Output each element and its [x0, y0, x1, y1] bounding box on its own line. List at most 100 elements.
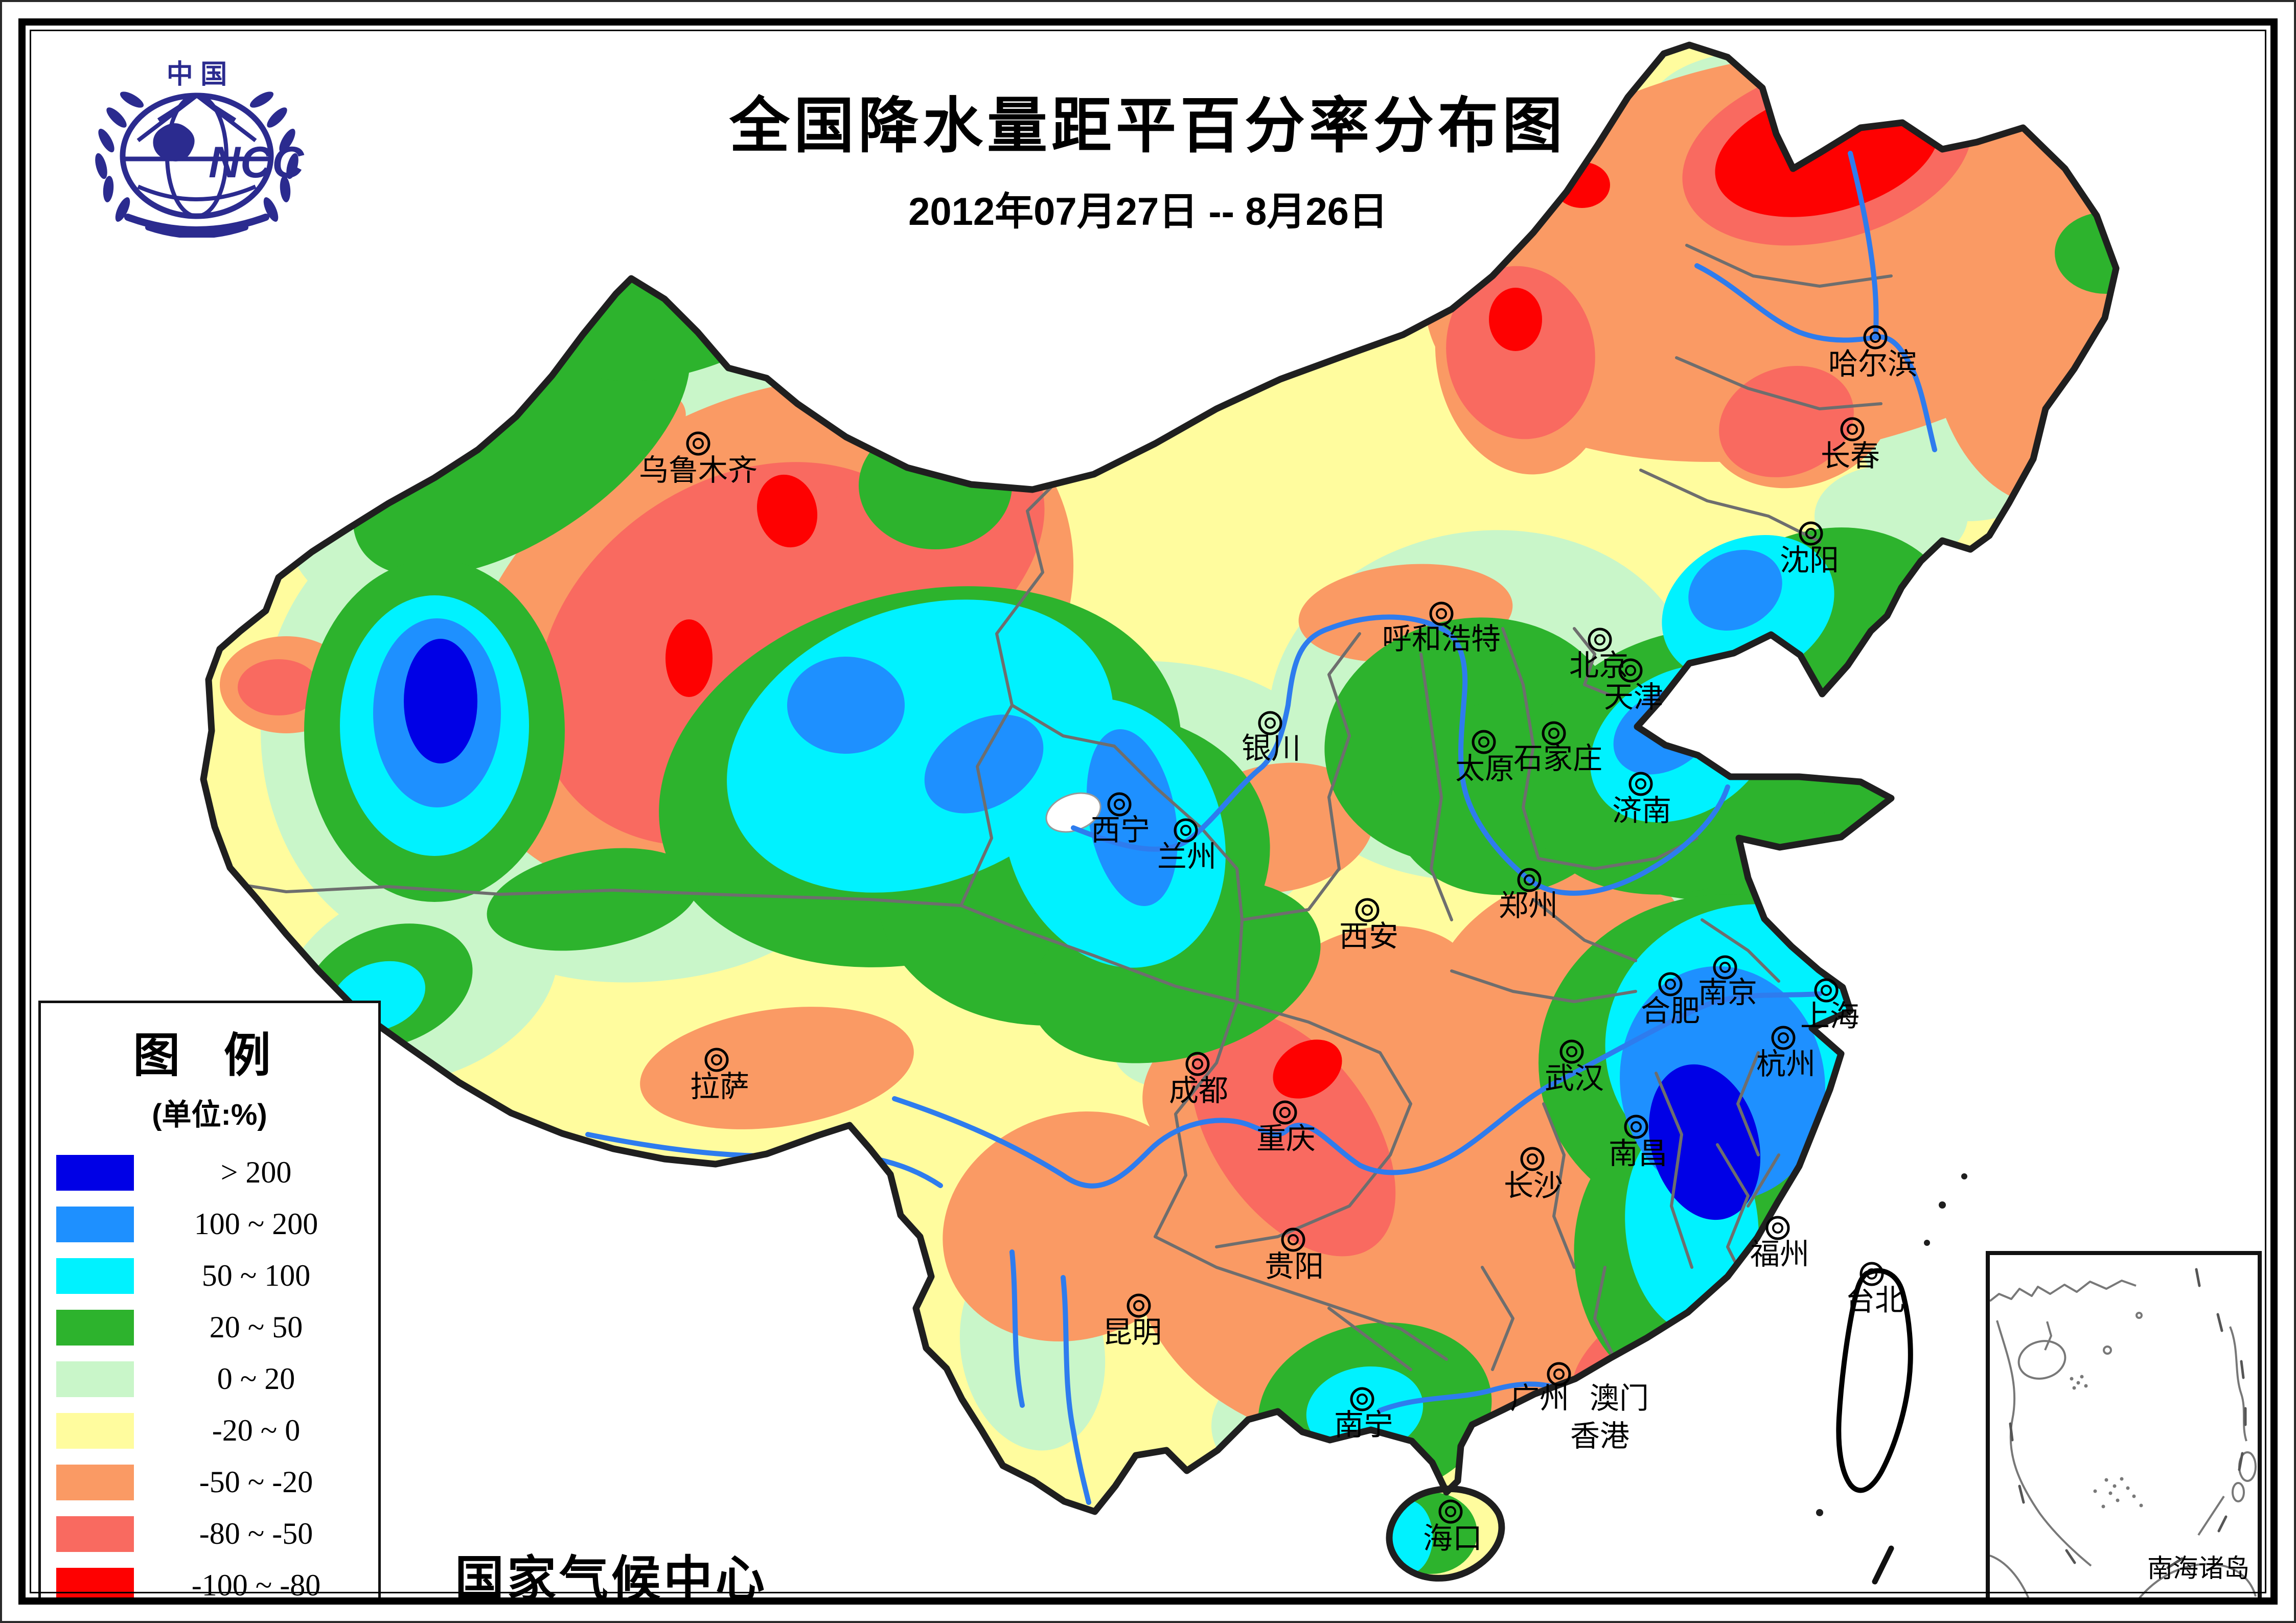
city-marker-icon-inner [1566, 1046, 1577, 1057]
legend-rows: > 200 100 ~ 200 50 ~ 100 20 ~ 50 0 ~ 20 -20 ~… [41, 1147, 378, 1611]
city-marker-icon-inner [1635, 778, 1646, 790]
city-marker-icon-inner [1527, 1153, 1538, 1165]
city-marker-icon-inner [1553, 1369, 1565, 1380]
city-marker-icon-inner [1821, 985, 1832, 996]
city-label: 北京 [1569, 649, 1628, 682]
city-marker-icon [1472, 730, 1496, 754]
city-marker-icon-inner [1870, 332, 1881, 343]
legend-label: > 200 [220, 1155, 292, 1189]
city-marker-icon [1107, 792, 1132, 817]
legend-row: > 200 [41, 1147, 378, 1198]
city-label: 南京 [1698, 976, 1757, 1009]
city-label: 南昌 [1609, 1137, 1668, 1170]
city-marker-icon [1559, 1039, 1584, 1064]
city-marker-icon [1174, 818, 1198, 843]
city-marker-icon [1258, 711, 1282, 735]
city-label: 昆明 [1103, 1316, 1162, 1349]
city-marker-icon-inner [1631, 1121, 1642, 1132]
city-marker-icon [1350, 1387, 1374, 1411]
legend-swatch [56, 1154, 134, 1191]
city-marker-icon [1771, 1026, 1796, 1050]
legend-label: 100 ~ 200 [194, 1207, 318, 1241]
legend-row: -20 ~ 0 [41, 1405, 378, 1456]
city-marker-icon [1438, 1499, 1463, 1524]
city-label: 上海 [1800, 1000, 1859, 1033]
legend-row: -50 ~ -20 [41, 1456, 378, 1508]
legend-swatch [56, 1309, 134, 1346]
legend-swatch [56, 1464, 134, 1500]
city-label: 哈尔滨 [1828, 347, 1917, 381]
city-marker-icon [1542, 721, 1566, 746]
city-marker-icon-inner [1436, 608, 1447, 619]
inset-label: 南海诸岛 [2147, 1554, 2249, 1583]
city-label: 武汉 [1545, 1062, 1604, 1095]
city-marker-icon-inner [1548, 728, 1559, 739]
legend-unit: (单位:%) [152, 1098, 267, 1131]
city-marker-icon-inner [1288, 1234, 1299, 1245]
city-marker-icon-inner [1778, 1032, 1789, 1044]
legend-label: -100 ~ -80 [191, 1568, 321, 1602]
city-marker-icon [1618, 658, 1643, 683]
city-marker-icon [1863, 325, 1888, 350]
city-marker-icon-inner [1478, 736, 1489, 748]
city-label: 乌鲁木齐 [639, 454, 757, 487]
city-label: 银川 [1242, 732, 1301, 765]
city-label: 海口 [1423, 1522, 1482, 1555]
city-label: 澳门 [1590, 1382, 1649, 1415]
city-marker-icon-inner [1524, 874, 1535, 886]
city-marker-icon [1185, 1052, 1210, 1076]
legend-row: 20 ~ 50 [41, 1302, 378, 1353]
city-label: 石家庄 [1513, 742, 1602, 775]
city-marker-icon [1127, 1293, 1151, 1318]
city-label: 济南 [1612, 794, 1671, 827]
city-marker-icon-inner [1180, 825, 1191, 836]
city-label: 拉萨 [690, 1070, 749, 1103]
legend-row: -80 ~ -50 [41, 1508, 378, 1560]
city-label: 兰州 [1157, 840, 1216, 873]
city-marker-icon [1624, 1115, 1648, 1139]
legend-row: -100 ~ -80 [41, 1560, 378, 1611]
legend-label: -80 ~ -50 [199, 1517, 313, 1550]
city-marker-icon [1520, 1147, 1545, 1171]
taiwan-outline [1836, 1268, 1913, 1493]
city-marker-icon-inner [1133, 1300, 1144, 1311]
city-label: 贵阳 [1265, 1250, 1324, 1283]
city-marker-icon-inner [1772, 1222, 1783, 1234]
city-marker-icon-inner [1866, 1268, 1877, 1280]
legend-row: 0 ~ 20 [41, 1353, 378, 1405]
legend-row: 100 ~ 200 [41, 1198, 378, 1250]
city-marker-icon-inner [1357, 1394, 1368, 1405]
city-label: 台北 [1845, 1284, 1904, 1317]
city-marker-icon-inner [1805, 528, 1817, 539]
city-label: 成都 [1169, 1074, 1228, 1107]
city-marker-icon-inner [1265, 717, 1276, 729]
city-marker-icon [1765, 1216, 1790, 1240]
city-marker-icon [1814, 978, 1839, 1003]
city-label: 天津 [1604, 681, 1663, 714]
legend-swatch [56, 1258, 134, 1294]
city-marker-icon [1713, 955, 1737, 980]
city-marker-icon-inner [1362, 905, 1373, 916]
city-marker-icon [1588, 628, 1612, 652]
city-marker-icon [1517, 868, 1542, 892]
city-marker-icon-inner [1114, 799, 1125, 810]
legend-swatch [56, 1361, 134, 1397]
city-marker-icon-inner [1847, 424, 1858, 435]
legend-label: 50 ~ 100 [201, 1259, 311, 1292]
city-label: 太原 [1455, 752, 1514, 785]
legend-swatch [56, 1567, 134, 1604]
legend-swatch [56, 1516, 134, 1552]
city-marker-icon-inner [711, 1054, 722, 1065]
city-label: 广州 [1510, 1382, 1569, 1415]
legend-label: -50 ~ -20 [199, 1465, 313, 1499]
city-label: 沈阳 [1780, 544, 1839, 577]
legend-swatch [56, 1206, 134, 1242]
province-borders [203, 244, 1893, 1371]
city-marker-icon [686, 431, 710, 456]
city-marker-icon-inner [1625, 665, 1636, 676]
legend-label: -20 ~ 0 [212, 1413, 301, 1447]
city-marker-icon [1281, 1227, 1305, 1252]
